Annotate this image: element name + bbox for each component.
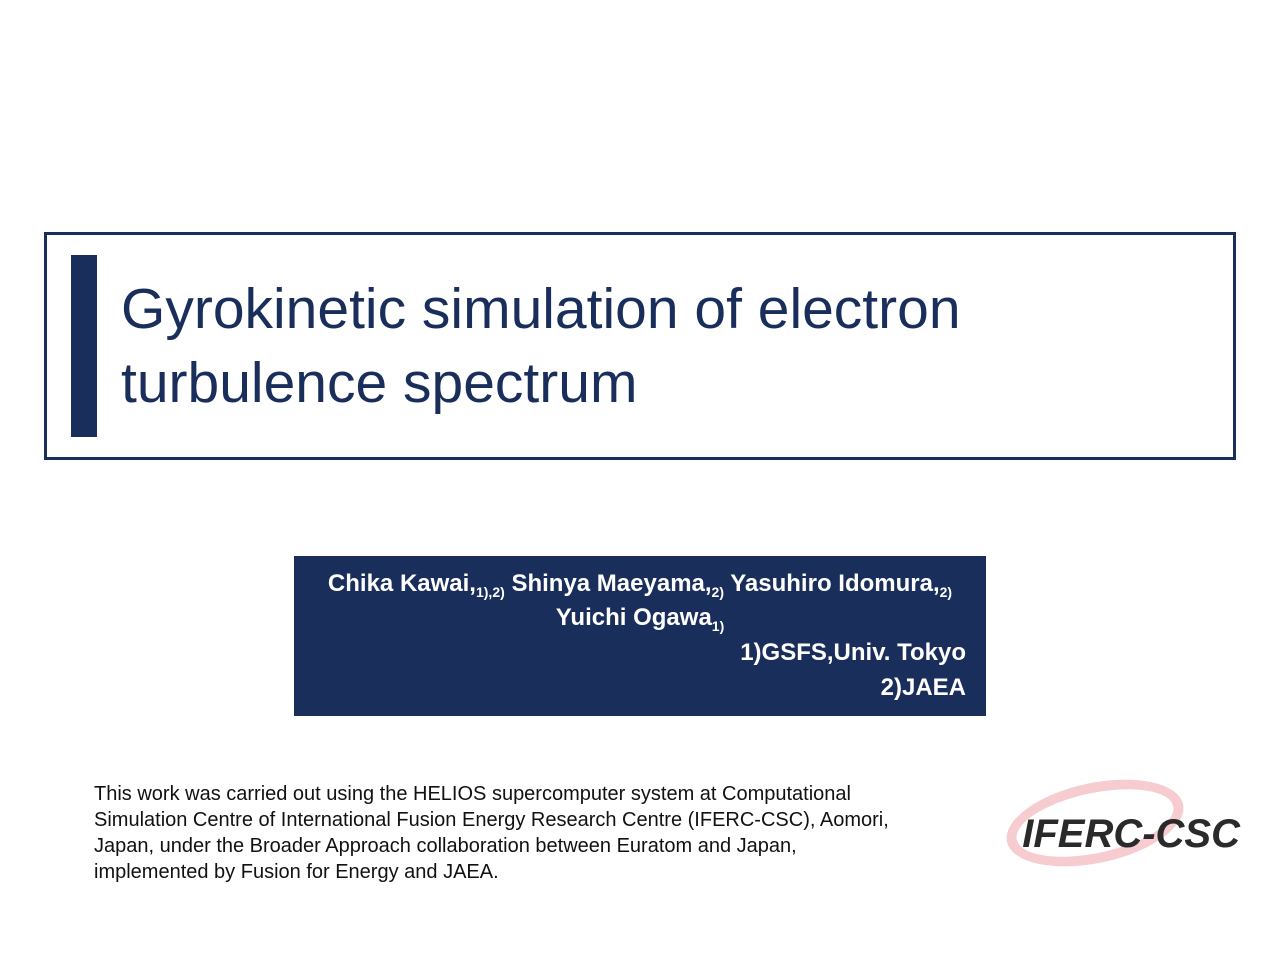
author-4-name: Yuichi Ogawa — [556, 604, 712, 631]
authors-list: Chika Kawai,1),2) Shinya Maeyama,2) Yasu… — [314, 568, 966, 635]
author-4-affiliation: 1) — [712, 617, 724, 633]
author-3-name: Yasuhiro Idomura, — [724, 570, 940, 597]
title-container: Gyrokinetic simulation of electron turbu… — [44, 232, 1236, 460]
presentation-title: Gyrokinetic simulation of electron turbu… — [121, 272, 1209, 420]
author-2-name: Shinya Maeyama, — [505, 570, 712, 597]
author-1-affiliation: 1),2) — [476, 584, 505, 600]
author-1-name: Chika Kawai, — [328, 570, 476, 597]
authors-container: Chika Kawai,1),2) Shinya Maeyama,2) Yasu… — [294, 556, 986, 716]
author-3-affiliation: 2) — [940, 584, 952, 600]
author-2-affiliation: 2) — [712, 584, 724, 600]
iferc-csc-logo: IFERC-CSC — [990, 780, 1240, 880]
affiliation-2: 2)JAEA — [314, 672, 966, 704]
title-accent-bar — [71, 255, 97, 437]
affiliation-1: 1)GSFS,Univ. Tokyo — [314, 637, 966, 669]
acknowledgement-text: This work was carried out using the HELI… — [94, 781, 904, 885]
logo-text: IFERC-CSC — [1022, 812, 1240, 857]
